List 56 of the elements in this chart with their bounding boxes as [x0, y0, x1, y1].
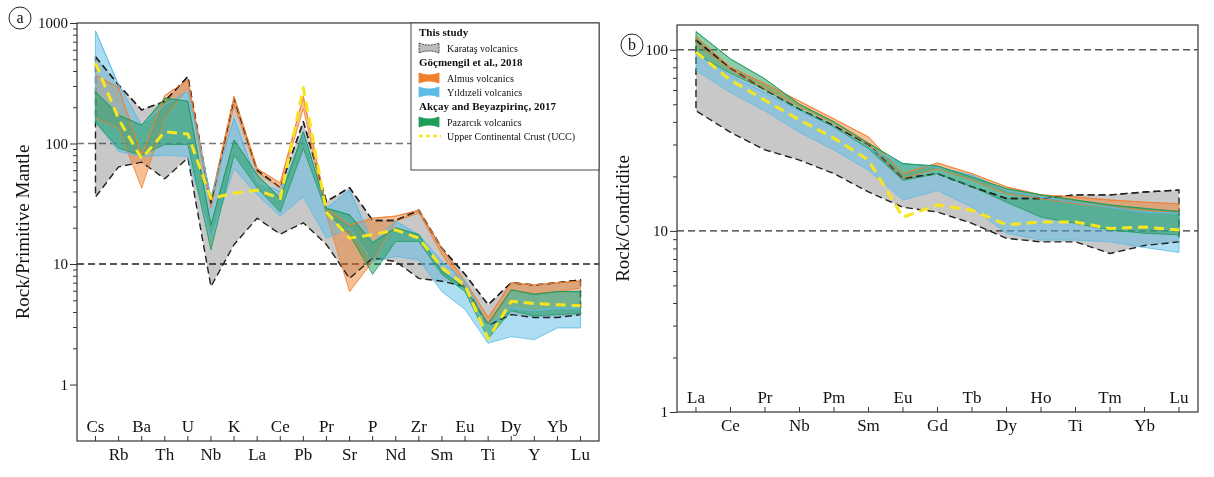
legend-label: Almus volcanics — [447, 73, 515, 84]
x-tick-label: Ti — [1068, 416, 1084, 435]
legend-label: Upper Continental Crust (UCC) — [447, 131, 576, 143]
text: b — [628, 36, 636, 53]
x-tick-label: Rb — [108, 445, 129, 464]
x-tick-label: Sm — [857, 416, 880, 435]
x-tick-label: Ce — [270, 417, 290, 436]
x-tick-label: Lu — [1169, 388, 1189, 407]
x-tick-label: Dy — [500, 417, 523, 436]
x-tick-label: Nb — [789, 416, 810, 435]
legend-label: Karataş volcanics — [447, 43, 518, 54]
x-tick-label: Yb — [1134, 416, 1155, 435]
x-tick-label: Pr — [757, 388, 773, 407]
x-tick-label: Zr — [410, 417, 428, 436]
legend-label: Pazarcık volcanics — [447, 117, 522, 128]
y-axis-title: Rock/Primitive Mantle — [12, 144, 33, 320]
y-tick-label: 1000 — [38, 15, 68, 32]
x-tick-label: Dy — [996, 416, 1018, 435]
x-tick-label: Pm — [822, 388, 846, 407]
x-tick-label: Sr — [341, 445, 358, 464]
x-tick-label: Pr — [318, 417, 335, 436]
x-tick-label: Eu — [893, 388, 913, 407]
x-tick-label: Nd — [385, 445, 407, 464]
x-tick-label: Gd — [927, 416, 949, 435]
x-tick-label: Ho — [1030, 388, 1052, 407]
y-tick-label: 100 — [45, 135, 68, 152]
legend-label: Yıldızeli volcanics — [447, 87, 523, 98]
annotation: This study — [419, 26, 469, 38]
x-tick-label: Y — [528, 445, 541, 464]
x-tick-label: Sm — [430, 445, 454, 464]
x-tick-label: Eu — [455, 417, 475, 436]
x-tick-label: La — [248, 445, 267, 464]
x-tick-label: Yb — [547, 417, 568, 436]
x-tick-label: Tb — [962, 388, 982, 407]
x-tick-label: Cs — [86, 417, 105, 436]
y-tick-label: 1 — [60, 376, 68, 393]
x-tick-label: K — [227, 417, 241, 436]
x-tick-label: Tm — [1098, 388, 1122, 407]
chart-title: a — [16, 9, 24, 26]
y-tick-label: 10 — [653, 223, 668, 240]
x-tick-label: Ce — [721, 416, 740, 435]
y-tick-label: 1 — [660, 404, 668, 421]
x-tick-label: Pb — [294, 445, 313, 464]
y-tick-label: 10 — [53, 256, 68, 273]
x-tick-label: Lu — [571, 445, 591, 464]
x-tick-label: Ba — [132, 417, 152, 436]
x-tick-label: Th — [155, 445, 175, 464]
y-tick-label: 100 — [645, 42, 668, 59]
x-tick-label: P — [367, 417, 378, 436]
annotation: Göçmengil et al., 2018 — [419, 56, 524, 68]
x-tick-label: La — [687, 388, 706, 407]
x-tick-label: Ti — [480, 445, 496, 464]
annotation: Akçay and Beyazpirinç, 2017 — [419, 100, 557, 112]
x-tick-label: Nb — [200, 445, 222, 464]
y-axis-title: Rock/Condridite — [612, 155, 633, 282]
x-tick-label: U — [181, 417, 195, 436]
